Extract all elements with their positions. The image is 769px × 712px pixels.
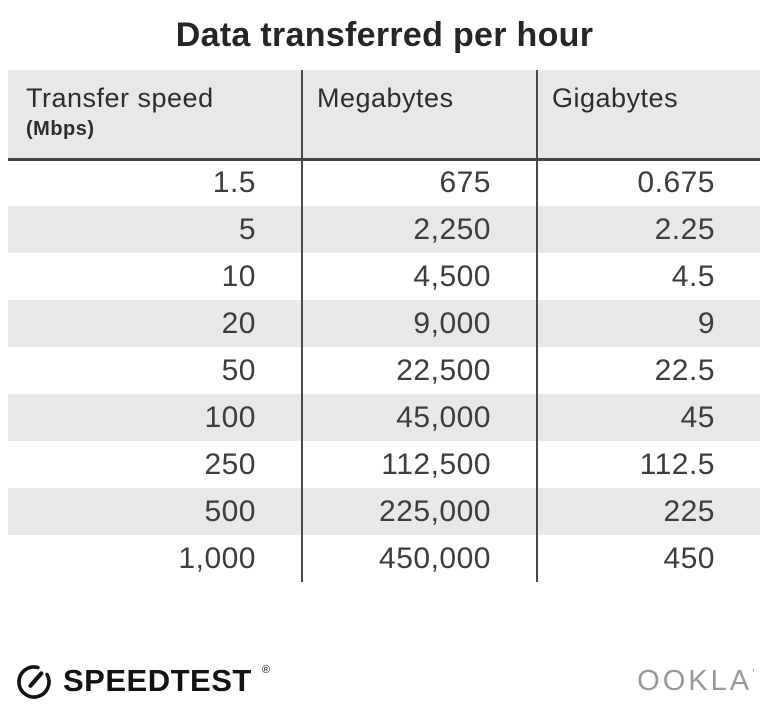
- cell-speed: 50: [8, 347, 303, 394]
- table-row: 50 22,500 22.5: [8, 347, 760, 394]
- ookla-wordmark: OOKLA: [637, 664, 753, 697]
- speedtest-logo: SPEEDTEST ®: [14, 661, 270, 701]
- page-title: Data transferred per hour: [175, 16, 594, 54]
- table-row: 250 112,500 112.5: [8, 441, 760, 488]
- cell-megabytes: 2,250: [302, 206, 538, 253]
- cell-gigabytes: 0.675: [637, 166, 715, 200]
- ookla-logo: OOKLA ’: [637, 665, 755, 698]
- cell-speed: 5: [8, 206, 303, 253]
- header-megabytes-label: Megabytes: [317, 83, 454, 113]
- header-transfer-speed-unit: (Mbps): [26, 118, 95, 140]
- cell-megabytes: 112,500: [302, 441, 538, 488]
- table-row: 10 4,500 4.5: [8, 253, 760, 300]
- cell-speed: 500: [8, 488, 303, 535]
- table-row: 5 2,250 2.25: [8, 206, 760, 253]
- cell-megabytes: 9,000: [302, 300, 538, 347]
- table-row: 20 9,000 9: [8, 300, 760, 347]
- header-gigabytes-label: Gigabytes: [552, 83, 679, 113]
- cell-gigabytes: 45: [537, 394, 760, 441]
- header-transfer-speed-label: Transfer speed: [26, 83, 214, 113]
- table-row: 1.5 675 0.675: [8, 159, 760, 206]
- speedtest-gauge-icon: [17, 665, 51, 699]
- cell-speed: 100: [8, 394, 303, 441]
- table-row: 100 45,000 45: [8, 394, 760, 441]
- cell-megabytes: 4,500: [302, 253, 538, 300]
- table-row: 500 225,000 225: [8, 488, 760, 535]
- header-row: Transfer speed (Mbps) Megabytes Gigabyte…: [8, 70, 760, 161]
- cell-speed: 250: [8, 441, 303, 488]
- header-cell-gigabytes: Gigabytes: [537, 70, 760, 161]
- data-table: Transfer speed (Mbps) Megabytes Gigabyte…: [8, 70, 760, 582]
- speedtest-wordmark: SPEEDTEST: [63, 663, 252, 698]
- registered-trademark-icon: ®: [261, 664, 270, 676]
- cell-gigabytes: 225: [537, 488, 760, 535]
- cell-gigabytes: 4.5: [671, 259, 715, 293]
- header-cell-megabytes: Megabytes: [302, 70, 538, 161]
- cell-gigabytes: 22.5: [654, 353, 715, 387]
- cell-gigabytes: 112.5: [639, 447, 715, 481]
- footer: SPEEDTEST ® OOKLA ’: [14, 658, 755, 704]
- cell-megabytes: 450,000: [302, 535, 538, 582]
- cell-megabytes: 45,000: [302, 394, 538, 441]
- ookla-trademark-icon: ’: [752, 665, 755, 681]
- cell-gigabytes: 9: [537, 300, 760, 347]
- cell-gigabytes: 450: [663, 541, 715, 575]
- cell-megabytes: 22,500: [302, 347, 538, 394]
- table-row: 1,000 450,000 450: [8, 535, 760, 582]
- cell-speed: 10: [8, 253, 303, 300]
- cell-speed: 1.5: [8, 159, 303, 206]
- cell-gigabytes: 2.25: [537, 206, 760, 253]
- cell-speed: 20: [8, 300, 303, 347]
- cell-speed: 1,000: [8, 535, 303, 582]
- cell-megabytes: 675: [302, 159, 538, 206]
- header-cell-transfer-speed: Transfer speed (Mbps): [8, 70, 303, 161]
- cell-megabytes: 225,000: [302, 488, 538, 535]
